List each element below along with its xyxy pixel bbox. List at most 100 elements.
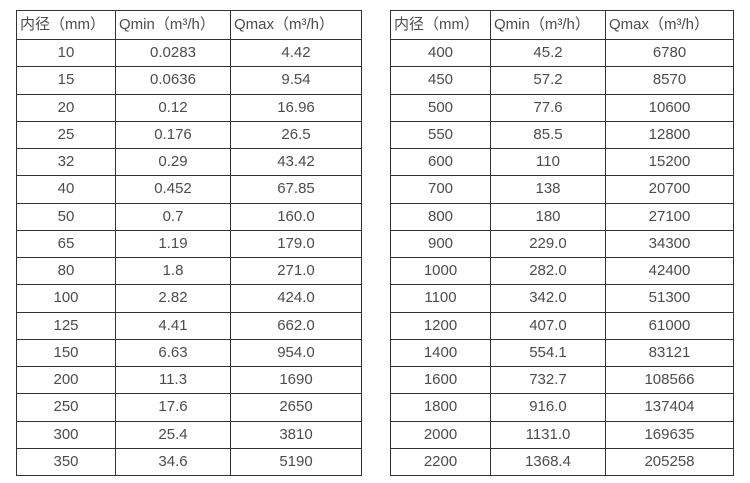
- table-cell: 732.7: [490, 365, 606, 395]
- table-cell: 1200: [390, 311, 491, 340]
- table-cell: 180: [490, 202, 606, 231]
- table-cell: 40: [16, 175, 116, 204]
- table-row: 125 4.41 662.0: [16, 311, 362, 340]
- table-cell: 26.5: [230, 120, 362, 150]
- table-cell: 43.42: [230, 147, 362, 177]
- table-cell: 662.0: [230, 311, 362, 340]
- table-cell: 10600: [605, 93, 734, 122]
- table-cell: 550: [390, 120, 491, 150]
- header-cell: Qmax（m³/h）: [230, 10, 362, 40]
- table-cell: 20700: [605, 175, 734, 204]
- table-row: 1200 407.0 61000: [390, 311, 734, 340]
- table-cell: 554.1: [490, 338, 606, 368]
- table-cell: 1690: [230, 365, 362, 395]
- table-cell: 15: [16, 66, 116, 95]
- table-cell: 67.85: [230, 175, 362, 204]
- table-row: 1000 282.0 42400: [390, 256, 734, 286]
- table-cell: 954.0: [230, 338, 362, 368]
- table-row: 32 0.29 43.42: [16, 147, 362, 177]
- table-cell: 34.6: [115, 447, 231, 477]
- table-cell: 15200: [605, 147, 734, 177]
- table-cell: 0.176: [115, 120, 231, 150]
- header-cell: Qmax（m³/h）: [605, 10, 734, 40]
- table-cell: 8570: [605, 66, 734, 95]
- table-cell: 42400: [605, 256, 734, 286]
- table-cell: 179.0: [230, 229, 362, 259]
- table-cell: 3810: [230, 420, 362, 449]
- table-cell: 150: [16, 338, 116, 368]
- table-cell: 83121: [605, 338, 734, 368]
- table-cell: 137404: [605, 393, 734, 422]
- table-cell: 51300: [605, 284, 734, 313]
- table-cell: 9.54: [230, 66, 362, 95]
- table-cell: 916.0: [490, 393, 606, 422]
- table-cell: 45.2: [490, 38, 606, 68]
- table-cell: 110: [490, 147, 606, 177]
- table-cell: 6780: [605, 38, 734, 68]
- table-cell: 4.41: [115, 311, 231, 340]
- table-body: 10 0.0283 4.42 15 0.0636 9.54 20 0.12 16.96 25 0.1…: [16, 38, 362, 477]
- table-row: 1800 916.0 137404: [390, 393, 734, 422]
- table-cell: 5190: [230, 447, 362, 477]
- table-cell: 900: [390, 229, 491, 259]
- flow-table-large-diameters: 内径（mm） Qmin（m³/h） Qmax（m³/h） 400 45.2 6780 45…: [390, 10, 734, 477]
- table-row: 40 0.452 67.85: [16, 175, 362, 204]
- table-cell: 500: [390, 93, 491, 122]
- table-cell: 10: [16, 38, 116, 68]
- table-cell: 11.3: [115, 365, 231, 395]
- table-cell: 300: [16, 420, 116, 449]
- table-cell: 12800: [605, 120, 734, 150]
- table-row: 600 110 15200: [390, 147, 734, 177]
- table-header: 内径（mm） Qmin（m³/h） Qmax（m³/h）: [390, 10, 734, 40]
- table-row: 450 57.2 8570: [390, 66, 734, 95]
- table-cell: 100: [16, 284, 116, 313]
- table-row: 20 0.12 16.96: [16, 93, 362, 122]
- table-cell: 6.63: [115, 338, 231, 368]
- table-cell: 1600: [390, 365, 491, 395]
- table-body: 400 45.2 6780 450 57.2 8570 500 77.6 10600 550 85.…: [390, 38, 734, 477]
- table-cell: 0.7: [115, 202, 231, 231]
- table-cell: 138: [490, 175, 606, 204]
- table-cell: 1000: [390, 256, 491, 286]
- table-cell: 57.2: [490, 66, 606, 95]
- table-cell: 1800: [390, 393, 491, 422]
- table-cell: 0.29: [115, 147, 231, 177]
- table-cell: 0.452: [115, 175, 231, 204]
- table-row: 80 1.8 271.0: [16, 256, 362, 286]
- table-cell: 169635: [605, 420, 734, 449]
- table-cell: 2000: [390, 420, 491, 449]
- table-cell: 424.0: [230, 284, 362, 313]
- table-cell: 0.0636: [115, 66, 231, 95]
- table-row: 900 229.0 34300: [390, 229, 734, 259]
- flow-table-small-diameters: 内径（mm） Qmin（m³/h） Qmax（m³/h） 10 0.0283 4.42 1…: [16, 10, 362, 477]
- table-cell: 342.0: [490, 284, 606, 313]
- table-cell: 1368.4: [490, 447, 606, 477]
- table-row: 2000 1131.0 169635: [390, 420, 734, 449]
- table-cell: 1400: [390, 338, 491, 368]
- table-cell: 229.0: [490, 229, 606, 259]
- header-row: 内径（mm） Qmin（m³/h） Qmax（m³/h）: [390, 10, 734, 40]
- table-cell: 205258: [605, 447, 734, 477]
- table-cell: 34300: [605, 229, 734, 259]
- table-row: 400 45.2 6780: [390, 38, 734, 68]
- table-cell: 0.12: [115, 93, 231, 122]
- table-cell: 407.0: [490, 311, 606, 340]
- table-cell: 20: [16, 93, 116, 122]
- table-cell: 65: [16, 229, 116, 259]
- table-cell: 1100: [390, 284, 491, 313]
- table-row: 500 77.6 10600: [390, 93, 734, 122]
- table-row: 2200 1368.4 205258: [390, 447, 734, 477]
- header-cell: 内径（mm）: [16, 10, 116, 40]
- table-cell: 77.6: [490, 93, 606, 122]
- table-row: 350 34.6 5190: [16, 447, 362, 477]
- table-cell: 1.19: [115, 229, 231, 259]
- table-cell: 600: [390, 147, 491, 177]
- table-cell: 50: [16, 202, 116, 231]
- table-cell: 16.96: [230, 93, 362, 122]
- table-cell: 800: [390, 202, 491, 231]
- table-cell: 1131.0: [490, 420, 606, 449]
- table-cell: 282.0: [490, 256, 606, 286]
- table-row: 150 6.63 954.0: [16, 338, 362, 368]
- table-row: 200 11.3 1690: [16, 365, 362, 395]
